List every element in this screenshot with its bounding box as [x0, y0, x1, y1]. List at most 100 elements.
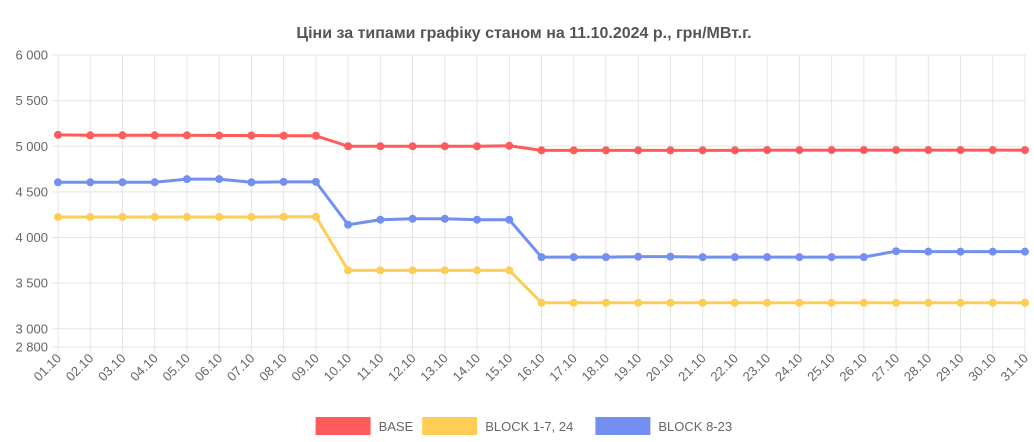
data-point[interactable]	[1021, 146, 1029, 155]
data-point[interactable]	[118, 131, 127, 140]
data-point[interactable]	[408, 214, 417, 223]
data-point[interactable]	[86, 131, 95, 140]
data-point[interactable]	[666, 146, 675, 155]
data-point[interactable]	[182, 175, 191, 184]
data-point[interactable]	[118, 178, 127, 187]
data-point[interactable]	[150, 178, 159, 187]
data-point[interactable]	[215, 212, 224, 221]
data-point[interactable]	[924, 247, 933, 256]
data-point[interactable]	[215, 175, 224, 184]
data-point[interactable]	[182, 131, 191, 140]
data-point[interactable]	[892, 247, 901, 256]
data-point[interactable]	[827, 146, 836, 155]
data-point[interactable]	[473, 142, 482, 151]
data-point[interactable]	[473, 266, 482, 275]
data-point[interactable]	[150, 131, 159, 140]
data-point[interactable]	[376, 215, 385, 224]
data-point[interactable]	[279, 131, 288, 140]
data-point[interactable]	[859, 253, 868, 262]
data-point[interactable]	[698, 146, 707, 155]
data-point[interactable]	[956, 146, 965, 155]
data-point[interactable]	[311, 131, 320, 140]
data-point[interactable]	[763, 253, 772, 262]
data-point[interactable]	[408, 142, 417, 151]
data-point[interactable]	[698, 298, 707, 307]
data-point[interactable]	[54, 130, 62, 139]
data-point[interactable]	[795, 146, 804, 155]
data-point[interactable]	[924, 146, 933, 155]
data-point[interactable]	[988, 146, 997, 155]
data-point[interactable]	[537, 146, 546, 155]
data-point[interactable]	[634, 146, 643, 155]
data-point[interactable]	[118, 212, 127, 221]
data-point[interactable]	[666, 298, 675, 307]
data-point[interactable]	[440, 214, 449, 223]
data-point[interactable]	[859, 146, 868, 155]
data-point[interactable]	[344, 266, 353, 275]
data-point[interactable]	[86, 212, 95, 221]
data-point[interactable]	[247, 212, 256, 221]
data-point[interactable]	[795, 298, 804, 307]
data-point[interactable]	[311, 177, 320, 186]
data-point[interactable]	[634, 252, 643, 261]
data-point[interactable]	[440, 266, 449, 275]
data-point[interactable]	[247, 131, 256, 140]
data-point[interactable]	[247, 178, 256, 187]
x-tick-label: 31.10	[998, 351, 1032, 385]
data-point[interactable]	[666, 252, 675, 261]
data-point[interactable]	[376, 142, 385, 151]
data-point[interactable]	[311, 212, 320, 221]
data-point[interactable]	[54, 178, 62, 187]
legend[interactable]: BASE BLOCK 1-7, 24 BLOCK 8-23	[315, 417, 733, 435]
data-point[interactable]	[279, 212, 288, 221]
data-point[interactable]	[892, 298, 901, 307]
series-base	[54, 130, 1029, 155]
data-point[interactable]	[376, 266, 385, 275]
data-point[interactable]	[763, 298, 772, 307]
data-point[interactable]	[601, 146, 610, 155]
data-point[interactable]	[698, 253, 707, 262]
data-point[interactable]	[569, 253, 578, 262]
data-point[interactable]	[892, 146, 901, 155]
data-point[interactable]	[344, 220, 353, 229]
data-point[interactable]	[795, 253, 804, 262]
data-point[interactable]	[473, 215, 482, 224]
legend-item[interactable]: BLOCK 1-7, 24	[422, 417, 573, 435]
data-point[interactable]	[54, 212, 62, 221]
x-tick-label: 16.10	[514, 351, 548, 385]
data-point[interactable]	[859, 298, 868, 307]
data-point[interactable]	[279, 177, 288, 186]
data-point[interactable]	[601, 253, 610, 262]
data-point[interactable]	[408, 266, 417, 275]
data-point[interactable]	[634, 298, 643, 307]
data-point[interactable]	[569, 146, 578, 155]
data-point[interactable]	[505, 266, 514, 275]
data-point[interactable]	[988, 247, 997, 256]
data-point[interactable]	[730, 146, 739, 155]
data-point[interactable]	[601, 298, 610, 307]
data-point[interactable]	[924, 298, 933, 307]
data-point[interactable]	[86, 178, 95, 187]
data-point[interactable]	[150, 212, 159, 221]
data-point[interactable]	[827, 298, 836, 307]
data-point[interactable]	[730, 253, 739, 262]
data-point[interactable]	[569, 298, 578, 307]
data-point[interactable]	[956, 247, 965, 256]
data-point[interactable]	[505, 141, 514, 150]
data-point[interactable]	[505, 215, 514, 224]
data-point[interactable]	[827, 253, 836, 262]
data-point[interactable]	[730, 298, 739, 307]
data-point[interactable]	[1021, 247, 1029, 256]
data-point[interactable]	[344, 142, 353, 151]
data-point[interactable]	[988, 298, 997, 307]
legend-item[interactable]: BASE	[315, 417, 414, 435]
data-point[interactable]	[1021, 298, 1029, 307]
data-point[interactable]	[956, 298, 965, 307]
data-point[interactable]	[215, 131, 224, 140]
data-point[interactable]	[537, 253, 546, 262]
data-point[interactable]	[763, 146, 772, 155]
legend-item[interactable]: BLOCK 8-23	[595, 417, 732, 435]
data-point[interactable]	[182, 212, 191, 221]
data-point[interactable]	[537, 298, 546, 307]
data-point[interactable]	[440, 142, 449, 151]
